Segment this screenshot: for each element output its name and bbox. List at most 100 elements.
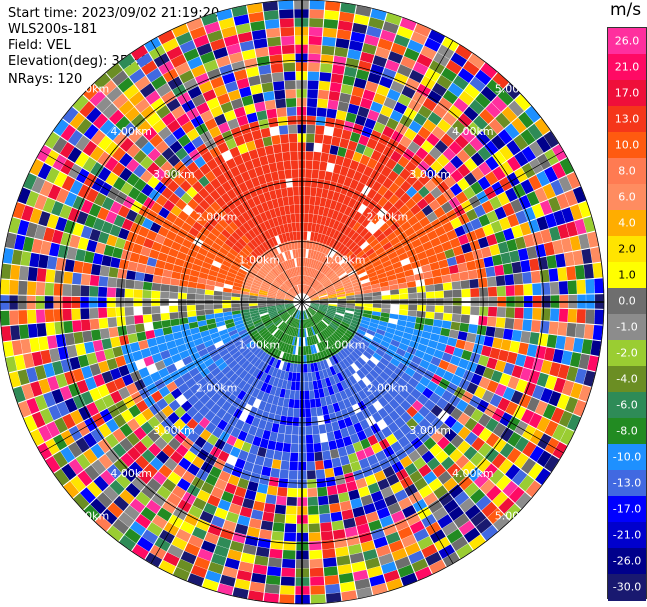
colorbar-tick-label: 21.0	[614, 60, 640, 74]
ppi-gate	[45, 438, 60, 455]
ppi-gate	[275, 300, 285, 302]
ppi-gate	[93, 192, 107, 207]
ppi-gate	[183, 335, 194, 344]
ppi-gate	[407, 141, 421, 154]
ppi-gate	[277, 116, 288, 126]
ppi-gate	[157, 226, 170, 237]
ppi-gate	[305, 310, 310, 319]
ppi-gate	[402, 263, 413, 272]
ppi-gate	[204, 194, 216, 206]
ppi-gate	[415, 382, 427, 394]
ppi-gate	[316, 379, 323, 389]
ppi-gate	[82, 262, 93, 275]
ppi-gate	[252, 436, 262, 447]
ppi-gate	[151, 75, 167, 90]
ppi-gate	[194, 156, 206, 169]
ppi-gate	[175, 31, 193, 46]
ppi-gate	[295, 213, 300, 223]
ppi-gate	[572, 250, 584, 266]
ppi-gate	[241, 247, 251, 256]
ppi-gate	[348, 353, 357, 363]
ppi-gate	[448, 484, 464, 499]
ppi-gate	[503, 362, 515, 376]
ppi-gate	[285, 232, 291, 242]
ppi-gate	[353, 382, 363, 393]
ppi-gate	[445, 59, 463, 75]
ppi-gate	[465, 208, 478, 222]
ppi-gate	[290, 240, 295, 250]
ppi-gate	[305, 177, 312, 187]
ppi-gate	[268, 218, 276, 229]
ppi-gate	[529, 158, 544, 175]
ppi-gate	[126, 231, 138, 243]
ppi-gate	[526, 397, 540, 412]
ppi-gate	[64, 332, 75, 346]
ppi-gate	[222, 291, 232, 297]
ppi-gate	[385, 59, 400, 72]
ppi-gate	[428, 478, 443, 492]
ppi-gate	[304, 195, 310, 205]
ppi-gate	[367, 271, 377, 279]
ppi-gate	[109, 479, 125, 496]
ppi-gate	[173, 160, 187, 174]
ppi-gate	[34, 224, 47, 240]
ppi-gate	[458, 90, 475, 106]
ppi-gate	[315, 116, 326, 126]
ppi-gate	[529, 429, 544, 445]
ppi-gate	[536, 136, 552, 153]
ppi-gate	[237, 515, 251, 527]
ppi-gate	[318, 388, 325, 398]
ppi-gate	[487, 316, 497, 327]
ppi-gate	[458, 520, 475, 536]
ppi-gate	[438, 233, 450, 244]
ppi-gate	[288, 398, 295, 408]
ppi-gate	[288, 124, 297, 134]
ppi-gate	[240, 306, 250, 311]
ppi-gate	[320, 215, 327, 226]
ppi-gate	[281, 567, 296, 577]
ring-label: 4.00km	[110, 125, 152, 138]
ppi-gate	[395, 247, 406, 256]
ppi-gate	[249, 305, 258, 309]
ppi-gate	[54, 417, 68, 434]
ppi-gate	[268, 309, 277, 314]
ppi-gate	[265, 261, 274, 270]
ppi-gate	[497, 89, 514, 106]
ppi-gate	[468, 195, 481, 209]
ppi-gate	[260, 313, 270, 319]
ppi-gate	[201, 334, 212, 343]
ppi-gate	[195, 123, 209, 136]
ppi-gate	[311, 169, 319, 179]
ppi-gate	[557, 223, 570, 239]
ppi-gate	[237, 379, 247, 390]
ppi-gate	[522, 319, 532, 332]
ppi-gate	[372, 192, 383, 204]
ppi-gate	[263, 191, 272, 202]
ppi-gate	[253, 500, 265, 512]
ppi-gate	[501, 106, 518, 123]
ppi-gate	[340, 214, 349, 224]
ppi-gate	[291, 277, 297, 286]
ppi-gate	[513, 405, 527, 420]
ppi-gate	[323, 557, 337, 568]
ppi-gate	[310, 303, 320, 306]
ppi-gate	[358, 486, 371, 498]
ppi-gate	[353, 261, 363, 270]
ppi-gate	[193, 337, 204, 347]
ppi-gate	[169, 140, 183, 154]
ppi-gate	[491, 181, 505, 196]
ppi-gate	[316, 311, 325, 317]
ppi-gate	[75, 248, 86, 262]
ppi-gate	[108, 109, 125, 125]
ppi-gate	[297, 284, 301, 294]
ppi-gate	[371, 379, 382, 390]
ppi-gate	[47, 184, 62, 201]
ppi-gate	[319, 304, 329, 307]
ppi-gate	[165, 230, 177, 241]
ppi-gate	[220, 332, 230, 341]
ppi-gate	[337, 304, 346, 308]
ppi-gate	[365, 511, 379, 523]
ppi-gate	[496, 285, 506, 297]
ppi-gate	[141, 60, 158, 76]
ppi-gate	[447, 104, 463, 120]
